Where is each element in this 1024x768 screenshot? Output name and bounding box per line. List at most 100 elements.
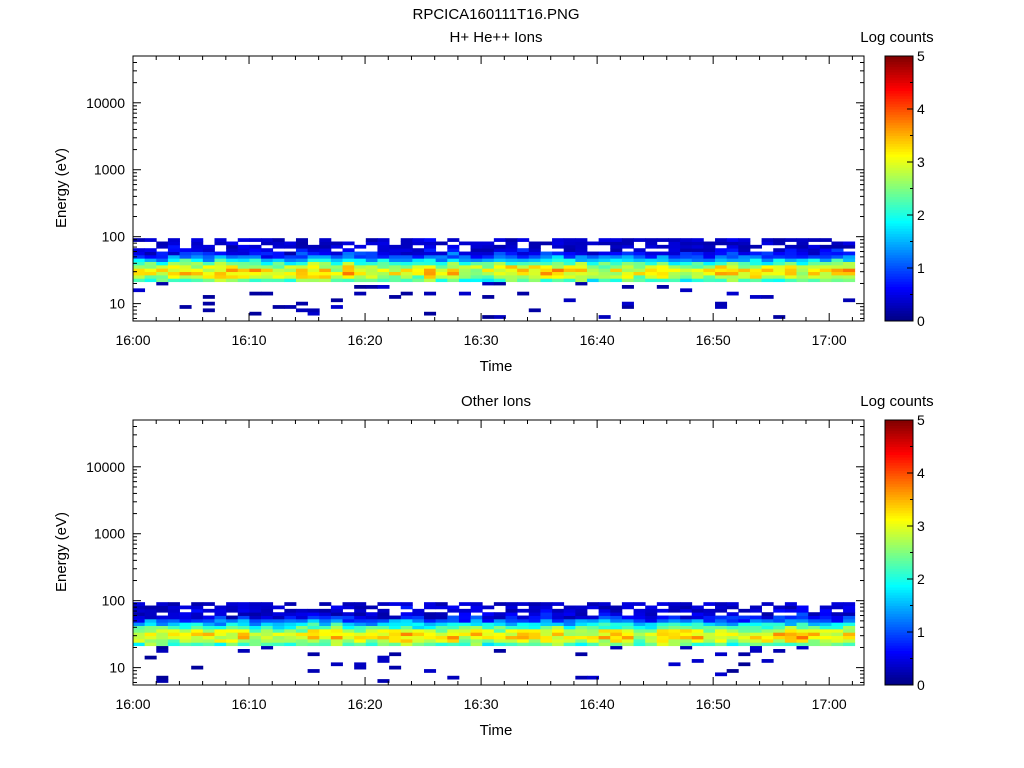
heatmap-cell [261, 261, 274, 266]
heatmap-cell [295, 615, 309, 620]
heatmap-cell [237, 649, 250, 653]
heatmap-cell [726, 669, 739, 673]
heatmap-cell [342, 605, 355, 610]
heatmap-cell [761, 625, 774, 630]
heatmap-cell [738, 618, 751, 623]
heatmap-cell [773, 271, 786, 276]
colorbar-segment [885, 645, 913, 649]
heatmap-cell [435, 258, 448, 262]
heatmap-cell [377, 655, 390, 660]
heatmap-cell [738, 248, 751, 252]
heatmap-cell [575, 238, 588, 242]
heatmap-cell [389, 638, 402, 643]
heatmap-cell [563, 638, 576, 643]
heatmap-cell [668, 268, 681, 273]
colorbar-segment [885, 167, 913, 171]
heatmap-cell [796, 635, 809, 640]
heatmap-cell [586, 605, 600, 610]
heatmap-cell [377, 278, 390, 283]
heatmap-cell [784, 251, 797, 256]
heatmap-cell [540, 278, 553, 283]
heatmap-cell [237, 622, 250, 626]
heatmap-cell [133, 608, 146, 613]
heatmap-cell [191, 251, 204, 256]
heatmap-cell [517, 608, 530, 613]
heatmap-cell [412, 615, 425, 620]
heatmap-cell [214, 642, 227, 647]
heatmap-cell [202, 602, 215, 606]
heatmap-cell [249, 602, 262, 606]
heatmap-cell [633, 632, 646, 637]
heatmap-cell [819, 622, 832, 626]
colorbar-segment [885, 618, 913, 622]
heatmap-cell [505, 251, 518, 256]
y-tick-label: 100 [102, 593, 126, 609]
heatmap-cell [435, 638, 448, 643]
heatmap-cell [365, 238, 378, 242]
heatmap-cell [354, 274, 367, 279]
heatmap-cell [179, 268, 192, 273]
heatmap-cell [831, 602, 844, 606]
heatmap-cell [167, 238, 180, 242]
heatmap-cell [610, 628, 623, 633]
heatmap-cell [167, 602, 180, 606]
heatmap-cell [214, 622, 227, 626]
colorbar-segment [885, 480, 913, 485]
heatmap-cell [621, 622, 634, 626]
heatmap-cell [843, 602, 856, 606]
heatmap-cell [458, 264, 471, 269]
heatmap-cell [400, 258, 413, 262]
heatmap-cell [773, 649, 786, 653]
heatmap-cell [540, 602, 553, 606]
heatmap-cell [412, 278, 425, 283]
heatmap-cell [726, 612, 739, 616]
heatmap-cell [458, 608, 471, 613]
heatmap-cell [144, 254, 157, 259]
heatmap-cell [156, 261, 169, 266]
heatmap-cell [330, 642, 343, 647]
heatmap-cell [447, 268, 460, 273]
heatmap-cell [237, 638, 250, 643]
heatmap-cell [272, 622, 285, 626]
heatmap-cell [656, 602, 669, 606]
heatmap-cell [447, 254, 460, 259]
heatmap-cell [563, 298, 576, 303]
heatmap-cell [715, 251, 728, 256]
heatmap-cell [156, 251, 169, 256]
colorbar-segment [885, 568, 913, 572]
heatmap-cell [819, 632, 832, 637]
heatmap-cell [400, 244, 413, 249]
heatmap-cell [412, 618, 425, 623]
colorbar-segment [885, 106, 913, 110]
heatmap-cell [575, 625, 588, 630]
colorbar-segment [885, 318, 913, 322]
heatmap-cell [738, 622, 751, 626]
heatmap-cell [552, 271, 565, 276]
heatmap-cell [552, 638, 565, 643]
heatmap-cell [819, 608, 832, 613]
heatmap-cell [831, 642, 844, 647]
heatmap-cell [703, 635, 716, 640]
colorbar-segment [885, 637, 913, 641]
heatmap-cell [773, 632, 786, 637]
heatmap-cell [237, 258, 250, 262]
heatmap-cell [517, 251, 530, 256]
heatmap-cell [214, 241, 227, 246]
heatmap-cell [621, 615, 634, 620]
heatmap-cell [540, 615, 553, 620]
heatmap-cell [435, 268, 448, 273]
heatmap-cell [703, 278, 716, 283]
heatmap-cell [156, 258, 169, 262]
heatmap-cell [214, 274, 227, 279]
heatmap-cell [295, 258, 309, 262]
heatmap-cell [470, 615, 483, 620]
heatmap-cell [435, 622, 448, 626]
heatmap-cell [831, 258, 844, 262]
heatmap-cell [738, 628, 751, 633]
heatmap-cell [552, 244, 565, 249]
heatmap-cell [435, 251, 448, 256]
heatmap-cell [784, 264, 797, 269]
heatmap-cell [482, 278, 495, 283]
heatmap-cell [610, 251, 623, 256]
heatmap-cell [482, 295, 495, 299]
